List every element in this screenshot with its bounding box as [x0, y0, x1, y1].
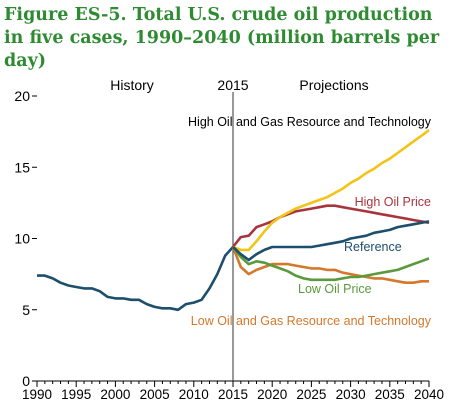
- y-tick-label: 0: [22, 373, 30, 389]
- x-tick-label: 2005: [140, 387, 170, 402]
- low-resource-line: [231, 246, 429, 285]
- high-oil-price-series-label: High Oil Price: [355, 195, 431, 209]
- x-tick-label: 2010: [179, 387, 209, 402]
- low-resource-series-label: Low Oil and Gas Resource and Technology: [191, 314, 432, 328]
- divider-year-label: 2015: [217, 77, 248, 93]
- history-label: History: [110, 77, 154, 93]
- axes: 0 5 10 15 20 1990 1995 2000 2005 2010 2015 2020 2025…: [14, 88, 444, 402]
- x-tick-label: 2040: [414, 387, 444, 402]
- projections-label: Projections: [299, 77, 368, 93]
- low-oil-price-line: [231, 246, 430, 282]
- y-tick-label: 10: [14, 231, 30, 247]
- chart-title: Figure ES-5. Total U.S. crude oil produc…: [4, 5, 440, 71]
- low-oil-price-series-label: Low Oil Price: [298, 282, 372, 296]
- x-tick-label: 2015: [218, 387, 248, 402]
- high-resource-series-label: High Oil and Gas Resource and Technology: [188, 115, 432, 129]
- reference-line: [232, 220, 430, 262]
- high-oil-price-line: [231, 204, 430, 248]
- x-tick-label: 2030: [336, 387, 366, 402]
- reference-series-label: Reference: [344, 240, 402, 254]
- y-tick-label: 20: [14, 88, 30, 104]
- x-tick-label: 1990: [22, 387, 52, 402]
- x-tick-label: 2025: [296, 387, 326, 402]
- high-resource-line: [232, 129, 430, 252]
- plot-lines: [37, 129, 430, 312]
- history-line: [37, 246, 234, 312]
- y-tick-label: 5: [22, 302, 30, 318]
- annotations: History 2015 Projections High Oil and Gas R…: [110, 77, 432, 328]
- x-tick-label: 2000: [100, 387, 130, 402]
- y-tick-label: 15: [14, 159, 30, 175]
- x-tick-label: 2020: [257, 387, 287, 402]
- x-tick-label: 2035: [375, 387, 405, 402]
- x-tick-label: 1995: [61, 387, 91, 402]
